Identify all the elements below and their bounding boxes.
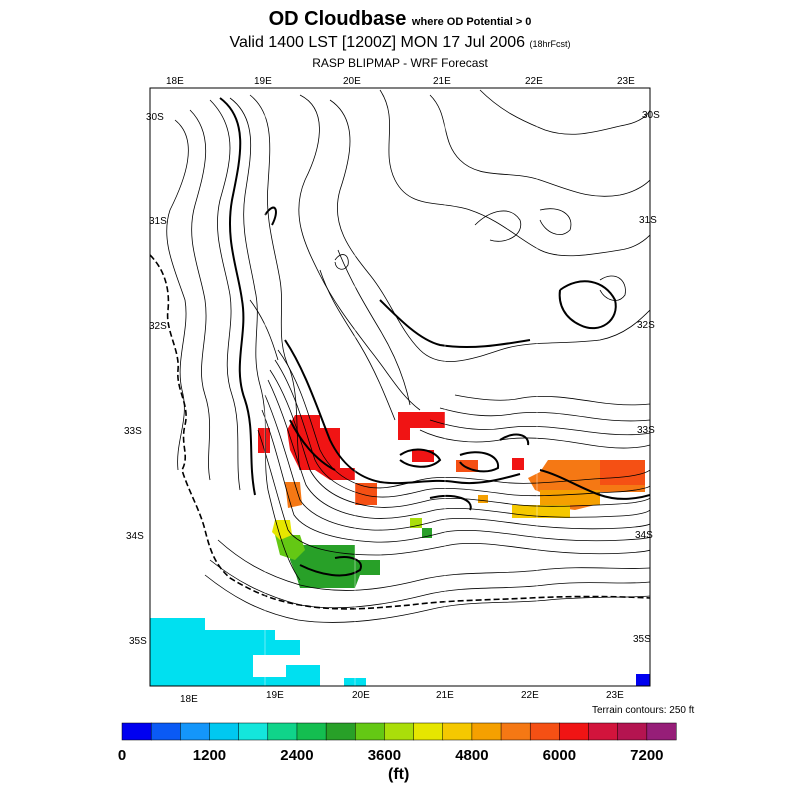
lon-label: 22E bbox=[525, 76, 543, 87]
terrain-contours bbox=[166, 89, 650, 623]
lat-label: 31S bbox=[639, 215, 657, 226]
title-main: OD Cloudbase bbox=[268, 8, 407, 30]
lat-label: 34S bbox=[635, 530, 653, 541]
cloudbase-area-overberg bbox=[290, 545, 380, 588]
lat-label: 30S bbox=[146, 112, 164, 123]
lat-label: 30S bbox=[642, 110, 660, 121]
map-frame bbox=[149, 87, 651, 687]
map-plot-area bbox=[150, 88, 650, 686]
lat-label: 35S bbox=[129, 636, 147, 647]
bottom-longitude-labels: 18E 19E 20E 21E 22E 23E bbox=[180, 690, 624, 705]
cloudbase-cell bbox=[422, 528, 432, 538]
forecast-tag: (18hrFcst) bbox=[529, 39, 571, 49]
cloudbase-area-orange-2 bbox=[355, 483, 377, 505]
lon-label: 22E bbox=[521, 690, 539, 701]
lon-label: 19E bbox=[266, 690, 284, 701]
cloudbase-cell bbox=[258, 428, 270, 453]
lon-label: 23E bbox=[617, 76, 635, 87]
lat-label: 32S bbox=[149, 321, 167, 332]
title-subtitle: where OD Potential > 0 bbox=[411, 16, 532, 28]
cloudbase-area-central bbox=[398, 412, 445, 440]
colorbar-units: (ft) bbox=[388, 766, 410, 783]
cloudbase-cell bbox=[478, 495, 488, 503]
cloudbase-area-overberg-light bbox=[275, 535, 305, 560]
cloudbase-cell bbox=[512, 458, 524, 470]
valid-text: Valid 1400 LST [1200Z] MON 17 Jul 2006 bbox=[229, 34, 526, 51]
right-latitude-labels: 30S 31S 32S 33S 34S 35S bbox=[633, 110, 660, 645]
top-longitude-labels: 18E 19E 20E 21E 22E 23E bbox=[166, 76, 635, 87]
cloudbase-area-orange bbox=[285, 482, 302, 508]
lon-label: 18E bbox=[166, 76, 184, 87]
cloudbase-area-southwest bbox=[150, 618, 320, 686]
cloudbase-cell-blue bbox=[636, 674, 650, 686]
cloudbase-area-east-core bbox=[600, 460, 645, 485]
lat-label: 35S bbox=[633, 634, 651, 645]
lon-label: 23E bbox=[606, 690, 624, 701]
lat-label: 34S bbox=[126, 531, 144, 542]
model-name: RASP BLIPMAP - WRF Forecast bbox=[312, 56, 488, 70]
cloudbase-shading bbox=[150, 412, 650, 686]
lat-label: 33S bbox=[124, 426, 142, 437]
lon-label: 21E bbox=[433, 76, 451, 87]
left-latitude-labels: 30S 31S 32S 33S 34S 35S bbox=[124, 112, 167, 647]
graticule bbox=[264, 88, 538, 686]
cloudbase-area-east-yellow bbox=[512, 505, 570, 518]
valid-time: Valid 1400 LST [1200Z] MON 17 Jul 2006 (… bbox=[0, 34, 800, 52]
lon-label: 18E bbox=[180, 694, 198, 705]
terrain-contours-bold bbox=[219, 97, 650, 577]
lon-label: 21E bbox=[436, 690, 454, 701]
lat-label: 32S bbox=[637, 320, 655, 331]
cloudbase-cell bbox=[412, 450, 434, 462]
lon-label: 19E bbox=[254, 76, 272, 87]
lon-label: 20E bbox=[343, 76, 361, 87]
cloudbase-cell bbox=[410, 518, 422, 528]
cloudbase-area-boland bbox=[287, 415, 355, 480]
lat-label: 31S bbox=[149, 216, 167, 227]
lon-label: 20E bbox=[352, 690, 370, 701]
terrain-note: Terrain contours: 250 ft bbox=[592, 705, 695, 716]
lat-label: 33S bbox=[637, 425, 655, 436]
coastline bbox=[150, 254, 650, 610]
chart-title: OD Cloudbase where OD Potential > 0 bbox=[0, 8, 800, 31]
cloudbase-gap bbox=[286, 655, 320, 665]
cloudbase-gap bbox=[253, 655, 286, 677]
